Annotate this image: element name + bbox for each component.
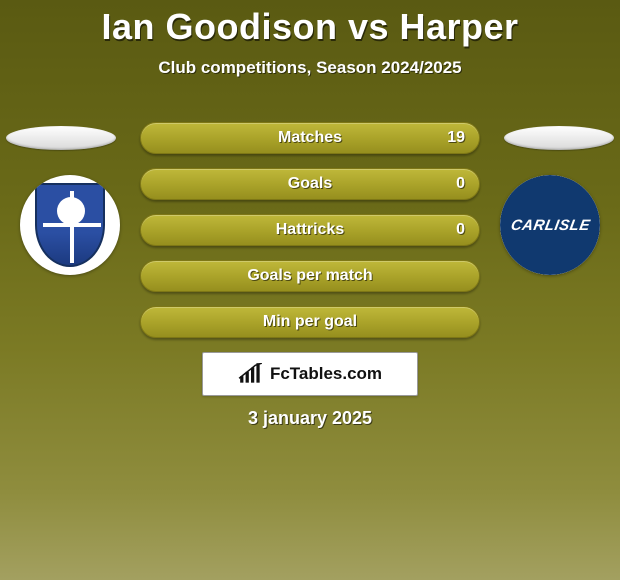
stat-value-right: 0: [456, 169, 465, 199]
stat-label: Hattricks: [141, 215, 479, 245]
stat-row-hattricks: Hattricks 0: [140, 214, 480, 246]
player-left-oval: [6, 126, 116, 150]
club-badge-right: CARLISLE: [500, 175, 600, 275]
stat-label: Matches: [141, 123, 479, 153]
tranmere-crest-icon: [35, 183, 105, 267]
stat-label: Goals per match: [141, 261, 479, 291]
page-title: Ian Goodison vs Harper: [0, 6, 620, 48]
infographic-root: Ian Goodison vs Harper Club competitions…: [0, 0, 620, 580]
stat-row-min-per-goal: Min per goal: [140, 306, 480, 338]
date-label: 3 january 2025: [0, 408, 620, 429]
brand-text: FcTables.com: [270, 364, 382, 384]
stat-label: Min per goal: [141, 307, 479, 337]
stat-value-right: 0: [456, 215, 465, 245]
carlisle-crest-icon: CARLISLE: [500, 175, 600, 275]
bar-chart-icon: [238, 363, 264, 385]
stat-label: Goals: [141, 169, 479, 199]
player-right-oval: [504, 126, 614, 150]
club-badge-left: [20, 175, 120, 275]
subtitle: Club competitions, Season 2024/2025: [0, 58, 620, 78]
stat-row-goals-per-match: Goals per match: [140, 260, 480, 292]
stat-value-right: 19: [447, 123, 465, 153]
stat-row-goals: Goals 0: [140, 168, 480, 200]
carlisle-crest-text: CARLISLE: [509, 217, 591, 234]
brand-badge: FcTables.com: [202, 352, 418, 396]
stat-row-matches: Matches 19: [140, 122, 480, 154]
stat-bars: Matches 19 Goals 0 Hattricks 0 Goals per…: [140, 122, 480, 352]
